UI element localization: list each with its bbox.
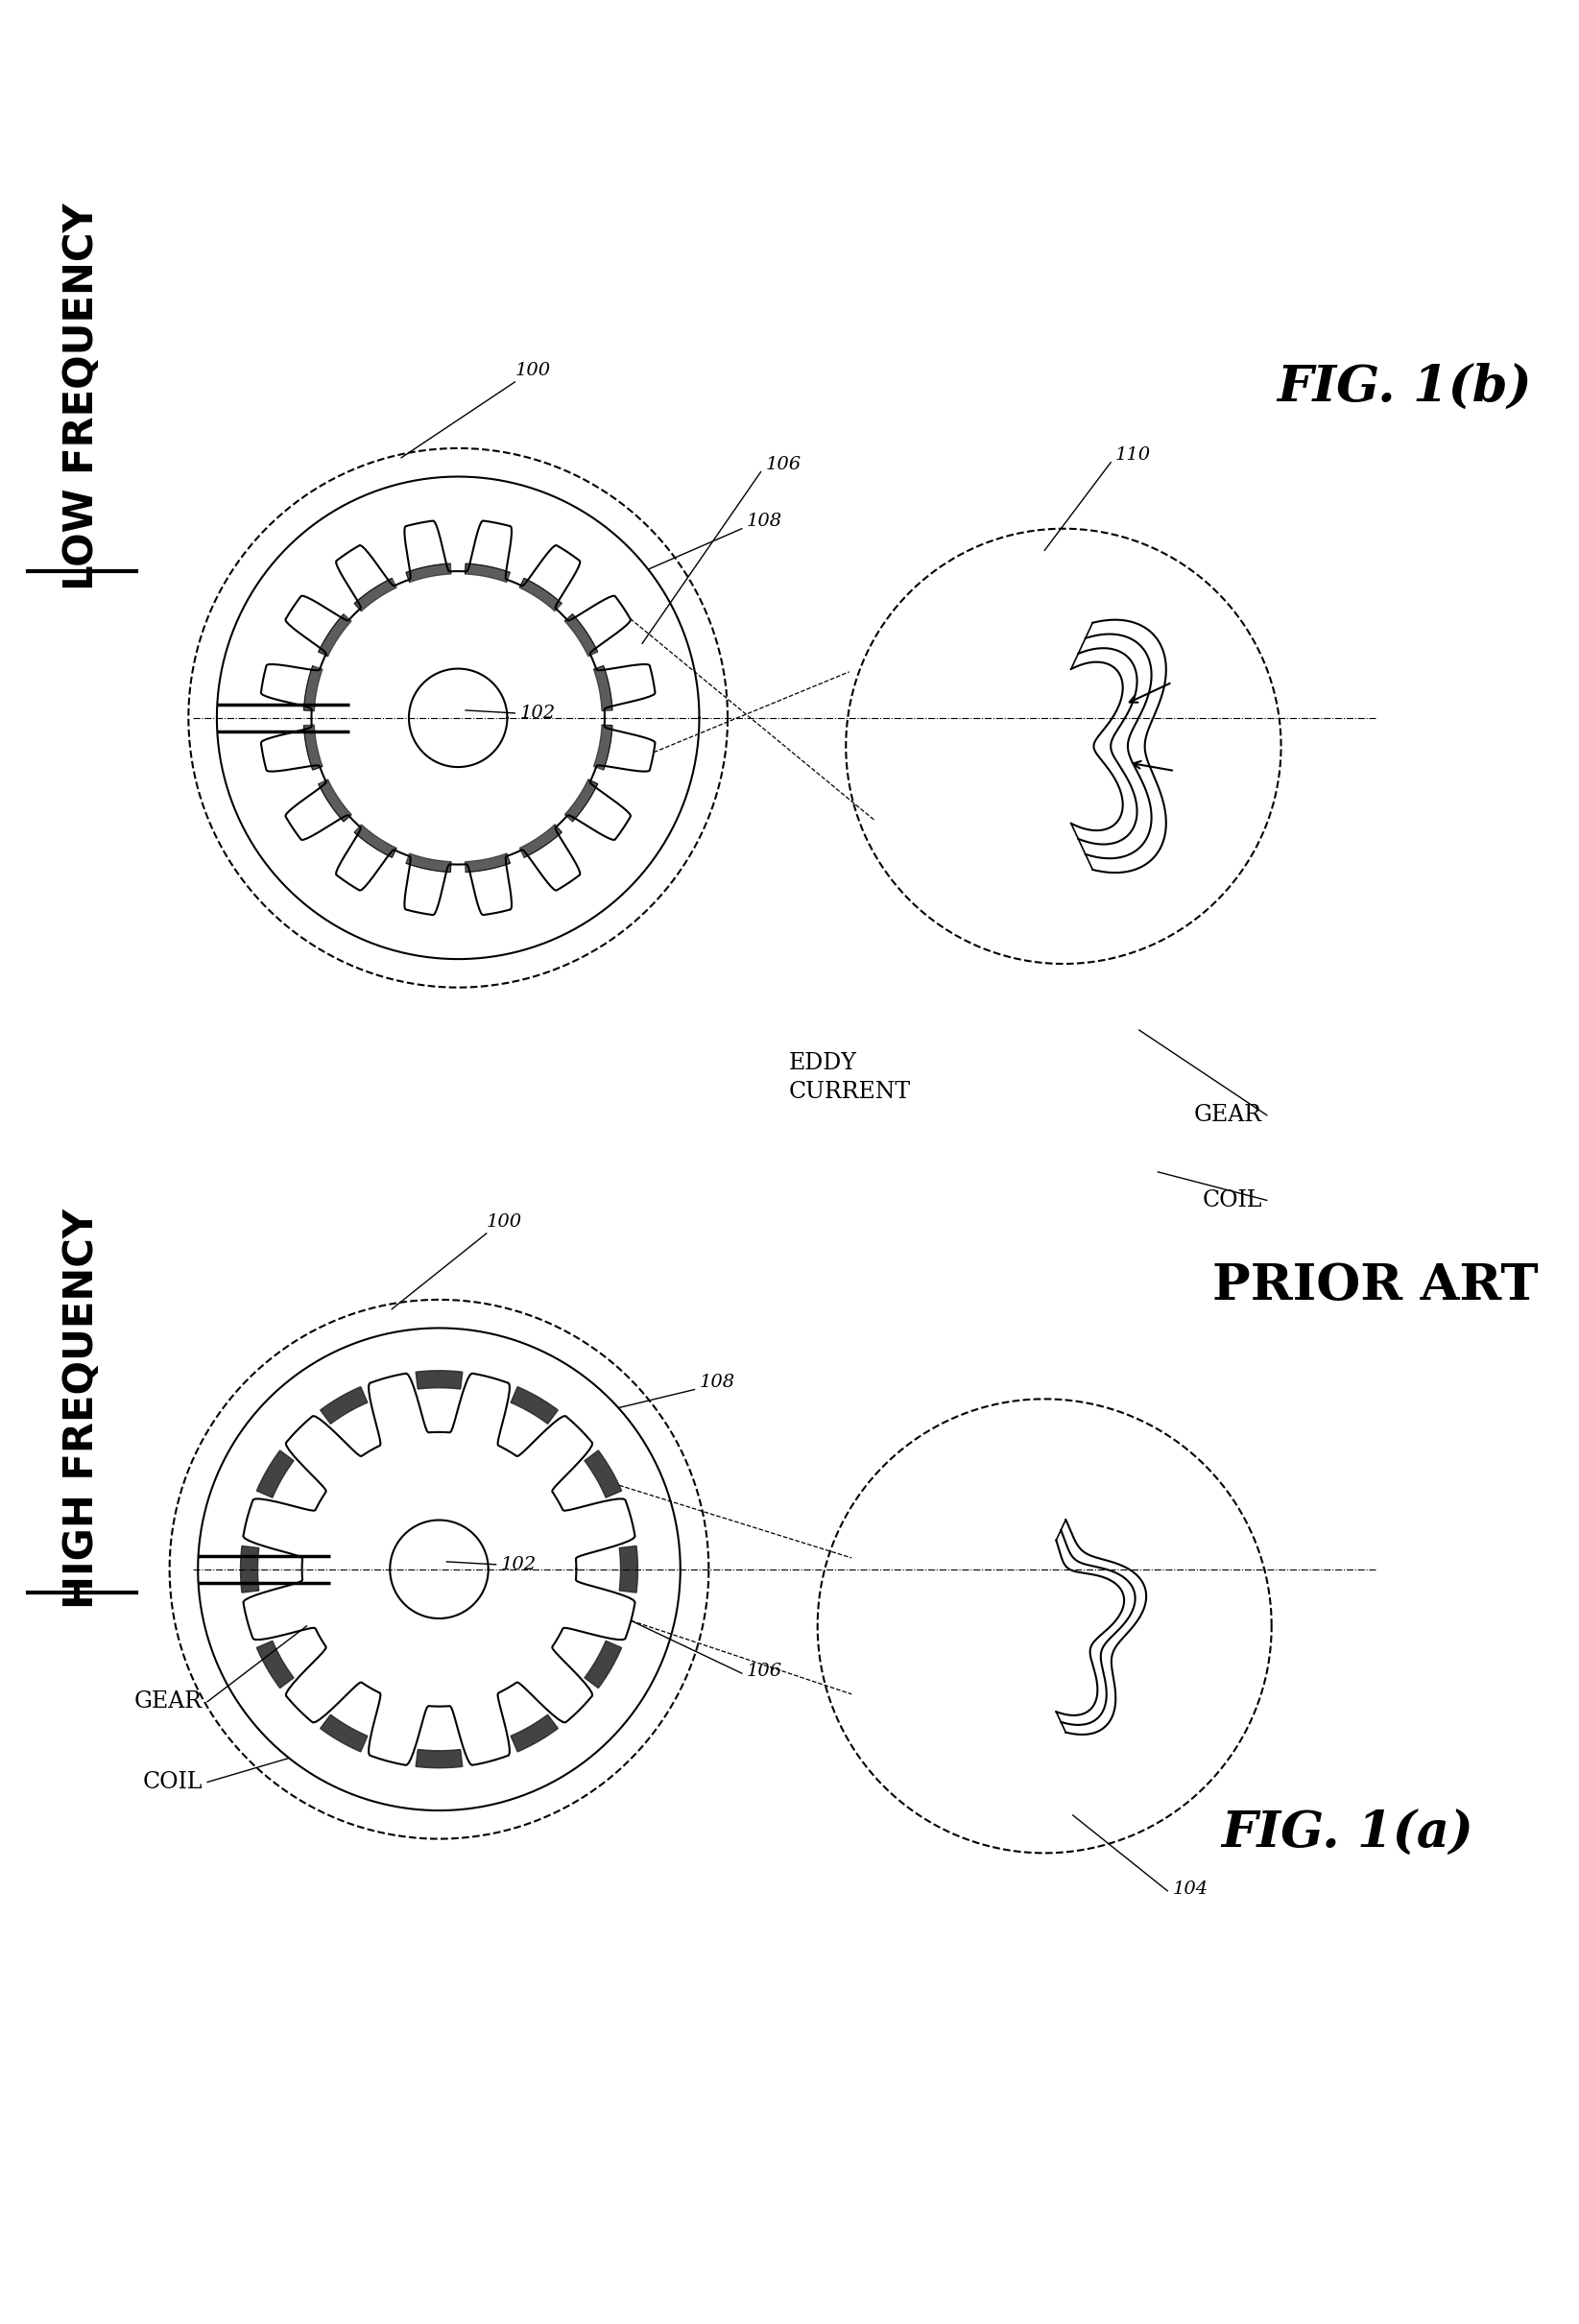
Polygon shape <box>510 1387 557 1425</box>
Polygon shape <box>354 825 396 858</box>
Polygon shape <box>303 725 322 769</box>
Polygon shape <box>319 614 352 655</box>
Text: 102: 102 <box>519 704 556 723</box>
Polygon shape <box>240 1545 259 1592</box>
Polygon shape <box>303 667 322 711</box>
Polygon shape <box>415 1750 463 1769</box>
Polygon shape <box>519 825 562 858</box>
Polygon shape <box>510 1715 557 1752</box>
Text: 108: 108 <box>699 1373 734 1390</box>
Polygon shape <box>594 725 613 769</box>
Text: 110: 110 <box>1115 446 1151 462</box>
Text: 106: 106 <box>766 456 801 474</box>
Text: GEAR: GEAR <box>1194 1104 1262 1127</box>
Text: 100: 100 <box>486 1213 523 1232</box>
Polygon shape <box>584 1641 622 1687</box>
Polygon shape <box>584 1450 622 1497</box>
Polygon shape <box>619 1545 638 1592</box>
Text: LOW FREQUENCY: LOW FREQUENCY <box>62 202 101 590</box>
Polygon shape <box>354 579 396 611</box>
Polygon shape <box>406 853 452 872</box>
Polygon shape <box>321 1715 368 1752</box>
Text: COIL: COIL <box>142 1771 202 1794</box>
Polygon shape <box>594 667 613 711</box>
Polygon shape <box>406 565 452 583</box>
Text: 104: 104 <box>1172 1880 1208 1899</box>
Polygon shape <box>321 1387 368 1425</box>
Text: 106: 106 <box>747 1662 782 1680</box>
Text: PRIOR ART: PRIOR ART <box>1213 1262 1538 1311</box>
Text: 108: 108 <box>747 514 782 530</box>
Polygon shape <box>565 614 597 655</box>
Polygon shape <box>257 1450 294 1497</box>
Text: EDDY
CURRENT: EDDY CURRENT <box>790 1053 911 1104</box>
Polygon shape <box>415 1371 463 1390</box>
Polygon shape <box>319 779 352 823</box>
Text: FIG. 1(b): FIG. 1(b) <box>1276 363 1532 411</box>
Text: COIL: COIL <box>1202 1190 1262 1211</box>
Text: GEAR: GEAR <box>134 1690 202 1713</box>
Polygon shape <box>257 1641 294 1687</box>
Polygon shape <box>519 579 562 611</box>
Text: 100: 100 <box>515 363 551 379</box>
Polygon shape <box>466 853 510 872</box>
Text: 102: 102 <box>501 1555 537 1573</box>
Text: FIG. 1(a): FIG. 1(a) <box>1221 1810 1473 1859</box>
Polygon shape <box>565 779 597 823</box>
Text: HIGH FREQUENCY: HIGH FREQUENCY <box>62 1208 101 1608</box>
Polygon shape <box>466 565 510 583</box>
